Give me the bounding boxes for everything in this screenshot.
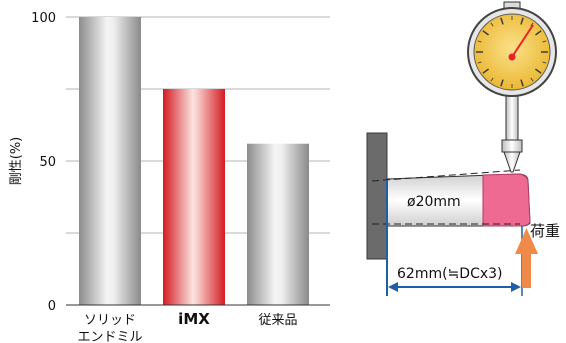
gauge-probe-tip	[503, 151, 521, 173]
gauge-stem	[505, 91, 519, 145]
x-tick-label: iMX	[178, 310, 210, 328]
gauge-face	[473, 13, 551, 91]
gauge-tick	[520, 17, 524, 25]
bar-1	[163, 89, 225, 305]
y-tick-label: 50	[39, 155, 56, 170]
gauge-needle	[511, 24, 534, 58]
rigidity-test-diagram: ø20mm 62mm(≒DCx3) 荷重	[366, 1, 560, 296]
gauge-tick	[500, 17, 504, 25]
y-tick-label: 0	[48, 299, 56, 314]
tool-holder	[366, 132, 388, 260]
gauge-tick	[542, 61, 547, 64]
gauge-tick	[477, 40, 482, 43]
gauge-tip-holder	[501, 139, 523, 153]
gauge-tick	[542, 40, 547, 43]
cutting-insert	[482, 173, 531, 227]
gauge-tick	[490, 77, 494, 82]
gauge-hub	[508, 53, 516, 61]
gauge-tick	[520, 79, 524, 87]
x-tick-label: 従来品	[258, 313, 297, 328]
gauge-tick	[500, 79, 504, 87]
gauge-tick	[490, 22, 494, 27]
dimension-arrow-right	[511, 282, 521, 292]
load-label: 荷重	[530, 222, 560, 240]
dial-gauge	[467, 1, 557, 173]
y-axis-label: 剛性(%)	[9, 137, 24, 186]
gauge-tick	[477, 61, 482, 64]
load-arrow-head	[515, 228, 538, 254]
overhang-label: 62mm(≒DCx3)	[397, 266, 503, 282]
gauge-scale-ticks	[476, 16, 548, 88]
x-axis-labels: ソリッドエンドミル iMX 従来品	[77, 310, 297, 343]
y-tick-label: 100	[31, 11, 56, 26]
diameter-label: ø20mm	[407, 194, 461, 210]
bar-0	[79, 17, 141, 305]
dimension-arrow-left	[388, 282, 398, 292]
gauge-tick	[482, 68, 489, 74]
gauge-tick	[535, 30, 542, 36]
chart-bars	[79, 17, 309, 305]
deflection-line-top	[371, 169, 521, 182]
load-arrow-shaft	[522, 252, 531, 288]
bar-2	[247, 143, 309, 305]
gauge-tick	[482, 30, 489, 36]
gauge-tick	[535, 68, 542, 74]
x-tick-label: ソリッドエンドミル	[77, 313, 142, 343]
gauge-tick	[530, 22, 534, 27]
y-axis-ticks: 0 50 100	[31, 11, 56, 314]
gauge-tick	[530, 77, 534, 82]
